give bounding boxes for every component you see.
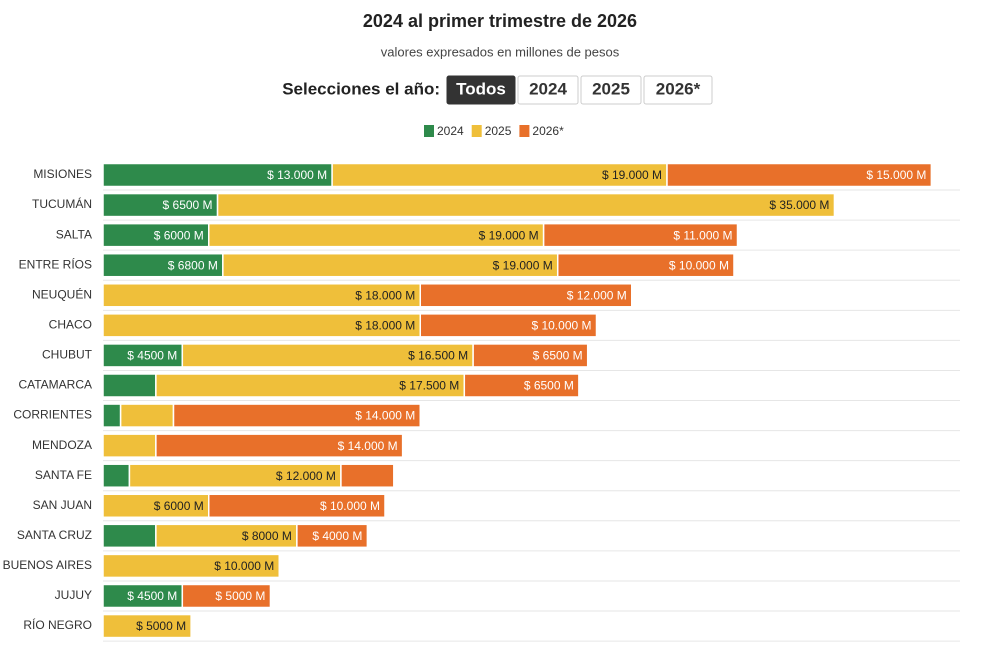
- legend-swatch: [424, 125, 434, 137]
- bar-segment: [419, 283, 633, 308]
- value-label: $ 18.000 M: [355, 288, 415, 302]
- chart-title: 2024 al primer trimestre de 2026: [363, 11, 637, 31]
- value-label: $ 12.000 M: [567, 288, 627, 302]
- value-label: $ 10.000 M: [214, 559, 274, 573]
- value-label: $ 10.000 M: [531, 319, 591, 333]
- y-tick-label: SAN JUAN: [33, 498, 92, 512]
- value-label: $ 4000 M: [312, 529, 362, 543]
- bar-segment: [102, 433, 157, 458]
- bar-segment: [208, 493, 386, 519]
- bar-segment: [102, 523, 157, 549]
- value-label: $ 8000 M: [242, 529, 292, 543]
- bar-segment: [181, 583, 272, 609]
- bar-segment: [666, 162, 933, 188]
- year-button[interactable]: [446, 75, 516, 105]
- bar-segment: [102, 373, 157, 398]
- y-tick-label: MISIONES: [33, 167, 92, 181]
- bar-segment: [556, 252, 735, 278]
- bar-segment: [102, 553, 280, 579]
- legend-label: 2026*: [532, 124, 564, 138]
- value-label: $ 35.000 M: [769, 198, 829, 212]
- bar-segment: [172, 403, 421, 428]
- y-tick-label: SANTA FE: [35, 468, 92, 482]
- value-label: $ 14.000 M: [355, 409, 415, 423]
- value-label: $ 16.500 M: [408, 349, 468, 363]
- bar-segment: [542, 222, 739, 248]
- y-tick-label: CATAMARCA: [18, 378, 92, 392]
- year-button-label[interactable]: Todos: [456, 79, 506, 98]
- y-tick-label: CORRIENTES: [13, 408, 92, 422]
- value-label: $ 6000 M: [154, 499, 204, 513]
- year-button-label[interactable]: 2024: [529, 79, 567, 98]
- y-tick-label: RÍO NEGRO: [23, 617, 92, 632]
- y-tick-label: SANTA CRUZ: [17, 528, 92, 542]
- value-label: $ 19.000 M: [493, 258, 553, 272]
- bar-segment: [216, 192, 836, 218]
- value-label: $ 6800 M: [168, 258, 218, 272]
- bar-segment: [419, 313, 598, 338]
- legend-label: 2024: [437, 124, 464, 138]
- y-tick-label: BUENOS AIRES: [3, 558, 92, 572]
- value-label: $ 11.000 M: [673, 228, 732, 242]
- value-label: $ 4500 M: [127, 589, 177, 603]
- chart-subtitle: valores expresados en millones de pesos: [381, 44, 620, 59]
- y-tick-label: SALTA: [56, 227, 92, 241]
- y-tick-label: ENTRE RÍOS: [19, 256, 92, 271]
- year-button-label[interactable]: 2025: [592, 79, 630, 98]
- bar-segment: [119, 403, 175, 428]
- value-label: $ 5000 M: [136, 619, 186, 633]
- legend-label: 2025: [485, 124, 512, 138]
- value-label: $ 15.000 M: [866, 168, 926, 182]
- value-label: $ 17.500 M: [399, 379, 459, 393]
- bar-segment: [102, 403, 122, 428]
- y-tick-label: MENDOZA: [32, 438, 92, 452]
- value-label: $ 18.000 M: [355, 319, 415, 333]
- legend-swatch: [519, 125, 530, 137]
- controls-label: Selecciones el año:: [282, 79, 440, 98]
- y-tick-label: CHUBUT: [42, 348, 93, 362]
- value-label: $ 14.000 M: [338, 439, 398, 453]
- value-label: $ 10.000 M: [669, 258, 729, 272]
- value-label: $ 5000 M: [215, 589, 265, 603]
- y-tick-label: JUJUY: [55, 588, 92, 602]
- year-button[interactable]: [643, 75, 713, 105]
- value-label: $ 19.000 M: [602, 168, 662, 182]
- value-label: $ 4500 M: [127, 349, 177, 363]
- bar-segment: [296, 523, 369, 549]
- value-label: $ 6000 M: [154, 228, 204, 242]
- legend-swatch: [471, 125, 482, 137]
- bar-segment: [102, 613, 192, 639]
- value-label: $ 13.000 M: [267, 168, 327, 182]
- year-button[interactable]: [580, 75, 642, 105]
- value-label: $ 19.000 M: [479, 228, 539, 242]
- bar-segment: [155, 433, 404, 458]
- value-label: $ 6500 M: [533, 349, 583, 363]
- y-tick-label: NEUQUÉN: [32, 286, 92, 301]
- value-label: $ 10.000 M: [320, 499, 380, 513]
- bar-segment: [472, 343, 589, 368]
- bar-segment: [340, 463, 395, 488]
- value-label: $ 6500 M: [163, 198, 213, 212]
- year-button[interactable]: [517, 75, 579, 105]
- y-tick-label: TUCUMÁN: [32, 196, 92, 211]
- bar-segment: [463, 373, 580, 398]
- year-button-label[interactable]: 2026*: [656, 79, 701, 98]
- y-tick-label: CHACO: [49, 318, 92, 332]
- value-label: $ 12.000 M: [276, 469, 336, 483]
- value-label: $ 6500 M: [524, 379, 574, 393]
- bar-segment: [102, 463, 131, 488]
